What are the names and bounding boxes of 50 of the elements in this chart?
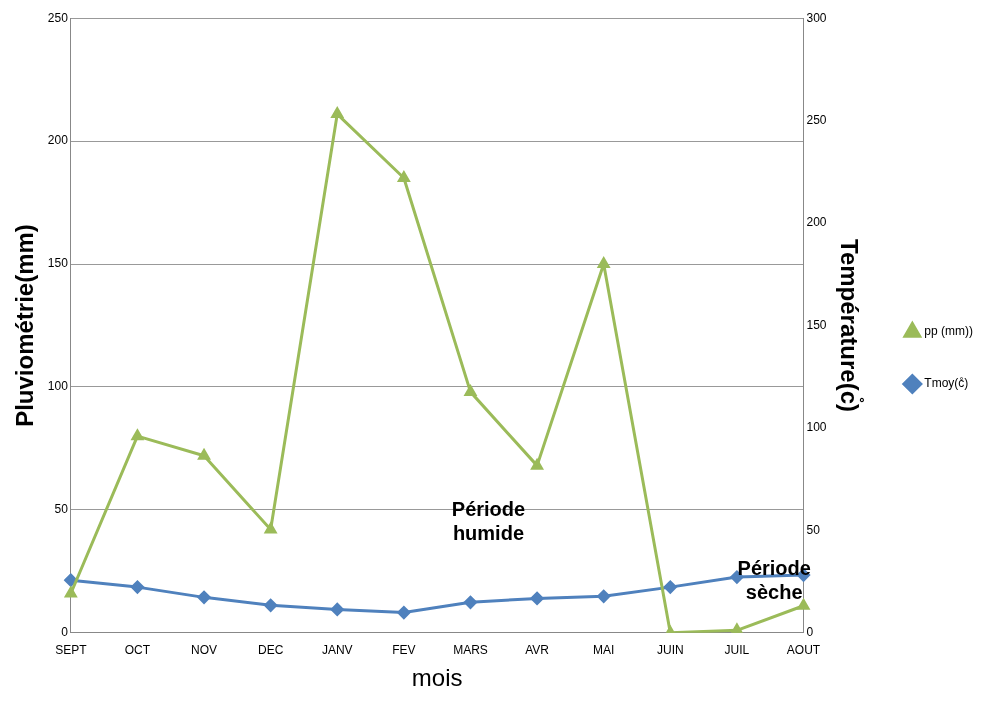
point <box>264 598 278 612</box>
point <box>663 580 677 594</box>
x-tick-label: FEV <box>392 643 416 658</box>
point <box>463 595 477 609</box>
x-tick-label: JANV <box>321 643 353 658</box>
point <box>464 385 477 396</box>
y2-axis-title: Température(c̊) <box>836 239 864 412</box>
point <box>398 171 410 182</box>
x-tick-label: NOV <box>191 643 218 658</box>
point <box>597 257 610 269</box>
point <box>530 591 544 605</box>
x-tick-label: OCT <box>124 643 151 658</box>
x-tick-label: SEPT <box>55 643 88 658</box>
y2-tick-label: 200 <box>806 215 827 230</box>
y2-tick-label: 100 <box>806 420 827 435</box>
x-tick-label: MARS <box>453 643 488 658</box>
legend-label: Tmoy(c̊) <box>924 376 969 391</box>
y2-tick-label: 150 <box>806 317 827 332</box>
annotation: Période sèche <box>737 557 811 604</box>
point <box>64 573 78 587</box>
y2-tick-label: 250 <box>806 112 827 127</box>
y2-tick-label: 300 <box>806 10 827 25</box>
point <box>797 599 810 610</box>
x-tick-label: DEC <box>257 643 284 658</box>
point <box>330 602 344 616</box>
y-tick-label: 200 <box>47 133 69 148</box>
y-tick-label: 100 <box>47 379 69 394</box>
y2-tick-label: 0 <box>806 625 814 640</box>
y-axis-title: Pluviométrie(mm) <box>11 224 39 427</box>
point <box>397 606 411 620</box>
point <box>197 590 211 604</box>
point <box>130 580 144 594</box>
point <box>331 107 344 119</box>
point <box>64 586 77 598</box>
point <box>198 449 210 460</box>
y-tick-label: 250 <box>47 10 69 25</box>
point <box>597 589 611 603</box>
y2-tick-label: 50 <box>806 522 821 537</box>
y-tick-label: 50 <box>54 502 69 517</box>
point <box>131 429 144 441</box>
x-tick-label: MAI <box>593 643 615 658</box>
x-tick-label: AVR <box>525 643 550 658</box>
annotation: Période humide <box>451 498 526 545</box>
x-axis-title: mois <box>411 664 463 692</box>
x-tick-label: AOUT <box>786 643 821 658</box>
legend-label: pp (mm)) <box>924 324 974 339</box>
y-tick-label: 0 <box>61 625 69 640</box>
x-tick-label: JUIN <box>656 643 684 658</box>
y-tick-label: 150 <box>47 256 69 271</box>
x-tick-label: JUIL <box>724 643 750 658</box>
